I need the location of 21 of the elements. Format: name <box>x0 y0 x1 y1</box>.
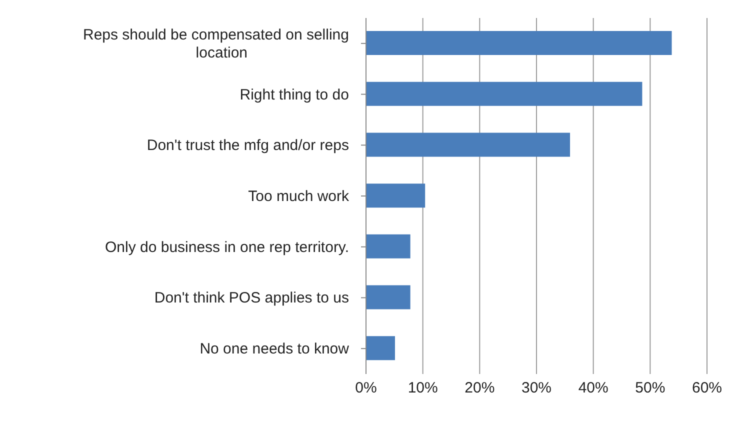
y-tick-label: No one needs to know <box>200 340 350 358</box>
x-tick-label: 50% <box>635 380 666 397</box>
bar <box>366 82 642 106</box>
bar <box>366 285 410 310</box>
bar <box>366 336 395 360</box>
bar <box>366 132 570 157</box>
bar <box>366 31 672 55</box>
x-tick-label: 10% <box>408 380 438 397</box>
x-tick-label: 30% <box>521 380 552 397</box>
x-tick-label: 0% <box>355 380 377 397</box>
y-tick-label: Too much work <box>248 188 350 204</box>
y-tick-label: Don't think POS applies to us <box>154 289 349 306</box>
y-tick-label: Only do business in one rep territory. <box>104 238 349 256</box>
y-tick-label: Right thing to do <box>240 86 349 103</box>
y-tick-label: Reps should be compensated on selling location <box>82 26 349 61</box>
x-tick-label: 40% <box>578 380 608 397</box>
bar <box>366 184 426 208</box>
x-tick-label: 20% <box>464 380 495 397</box>
bar <box>366 234 410 258</box>
y-tick-label: Don't trust the mfg and/or reps <box>146 136 349 154</box>
x-tick-label: 60% <box>692 380 722 397</box>
